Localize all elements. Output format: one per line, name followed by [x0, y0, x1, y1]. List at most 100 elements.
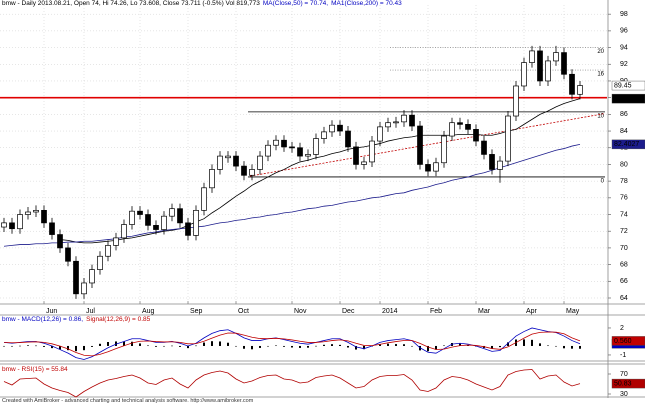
- candle-body: [577, 85, 583, 95]
- y-tick-label: 2: [620, 325, 624, 332]
- candle-body: [537, 50, 543, 82]
- candle-body: [105, 245, 111, 257]
- histogram-bar: [163, 345, 165, 347]
- histogram-bar: [427, 345, 429, 352]
- candle-body: [73, 260, 79, 295]
- y-tick-label: 86: [620, 111, 628, 118]
- histogram-bar: [27, 345, 29, 346]
- candle-body: [569, 73, 575, 95]
- histogram-bar: [315, 345, 317, 347]
- x-tick-label: May: [566, 308, 580, 315]
- histogram-bar: [299, 345, 301, 348]
- candle-body: [265, 144, 271, 157]
- histogram-bar: [363, 345, 365, 350]
- candle-body: [257, 155, 263, 170]
- candle-body: [145, 214, 151, 226]
- histogram-bar: [11, 345, 13, 347]
- y-tick-label: 30: [620, 391, 628, 398]
- y-tick-label: 98: [620, 11, 628, 18]
- candle-body: [521, 62, 527, 87]
- histogram-bar: [563, 345, 565, 349]
- y-tick-label: 72: [620, 228, 628, 235]
- x-tick-label: Apr: [526, 308, 538, 315]
- candle-body: [169, 208, 175, 217]
- histogram-bar: [35, 345, 37, 347]
- histogram-bar: [291, 345, 293, 348]
- fib-label: 0: [601, 179, 605, 185]
- histogram-bar: [51, 345, 53, 349]
- histogram-bar: [195, 345, 197, 347]
- title-part: bmw - MACD(12,26) = 0.86,: [2, 316, 83, 323]
- title-part: MA1(Close,200) = 70.43: [331, 0, 402, 7]
- candle-body: [393, 121, 399, 124]
- candle-body: [561, 52, 567, 75]
- histogram-bar: [555, 345, 557, 347]
- candle-body: [425, 164, 431, 172]
- histogram-bar: [251, 345, 253, 350]
- histogram-bar: [579, 345, 581, 349]
- histogram-bar: [539, 343, 541, 346]
- fib-label: 20: [597, 49, 604, 55]
- histogram-bar: [227, 342, 229, 346]
- value-box-label: 82.4027: [614, 141, 639, 148]
- histogram-bar: [179, 345, 181, 347]
- value-box: [611, 378, 645, 389]
- candle-body: [281, 139, 287, 148]
- x-tick-label: Mar: [478, 308, 491, 315]
- candle-body: [161, 215, 167, 230]
- candle-body: [329, 124, 335, 133]
- candle-body: [337, 124, 343, 132]
- x-tick-label: Dec: [342, 308, 355, 315]
- histogram-bar: [395, 344, 397, 346]
- moving-average: [59, 98, 581, 244]
- histogram-bar: [131, 341, 133, 346]
- fib-label: 10: [597, 113, 604, 119]
- candle-body: [369, 140, 375, 163]
- candle-body: [449, 122, 455, 137]
- candle-body: [361, 161, 367, 165]
- histogram-bar: [547, 345, 549, 347]
- candle-body: [153, 225, 159, 230]
- candle-body: [177, 208, 183, 224]
- histogram-bar: [139, 343, 141, 346]
- candle-body: [193, 209, 199, 236]
- candle-body: [497, 160, 503, 170]
- value-box-label: 0.560: [614, 338, 632, 345]
- histogram-bar: [283, 345, 285, 347]
- candle-body: [353, 146, 359, 165]
- candle-body: [113, 237, 119, 246]
- histogram-bar: [331, 344, 333, 346]
- title-part: bmw - RSI(15) = 55.84: [2, 366, 68, 373]
- trendline: [249, 113, 606, 177]
- histogram-bar: [275, 345, 277, 347]
- histogram-bar: [99, 343, 101, 346]
- candle-body: [377, 126, 383, 142]
- y-tick-label: 92: [620, 61, 628, 68]
- y-tick-label: 84: [620, 128, 628, 135]
- candle-body: [321, 131, 327, 139]
- indicator-line: [3, 327, 581, 360]
- candle-body: [65, 247, 71, 262]
- x-tick-label: 2014: [382, 308, 398, 315]
- candle-body: [185, 222, 191, 236]
- histogram-bar: [107, 342, 109, 346]
- y-tick-label: 80: [620, 161, 628, 168]
- histogram-bar: [67, 345, 69, 351]
- x-tick-label: Jul: [86, 308, 95, 315]
- fib-label: 16: [597, 72, 604, 78]
- histogram-bar: [435, 345, 437, 350]
- candle-body: [481, 140, 487, 155]
- x-tick-label: Sep: [190, 308, 203, 315]
- histogram-bar: [323, 344, 325, 346]
- title-part: MA(Close,50) = 70.74,: [263, 0, 328, 7]
- candle-body: [41, 209, 47, 224]
- candle-body: [545, 60, 551, 82]
- candle-body: [33, 209, 39, 213]
- histogram-bar: [19, 345, 21, 347]
- candle-body: [513, 85, 519, 117]
- candle-body: [233, 155, 239, 167]
- value-box: [611, 139, 645, 150]
- y-tick-label: 64: [620, 295, 628, 302]
- indicator-line: [3, 331, 581, 357]
- candle-body: [49, 222, 55, 235]
